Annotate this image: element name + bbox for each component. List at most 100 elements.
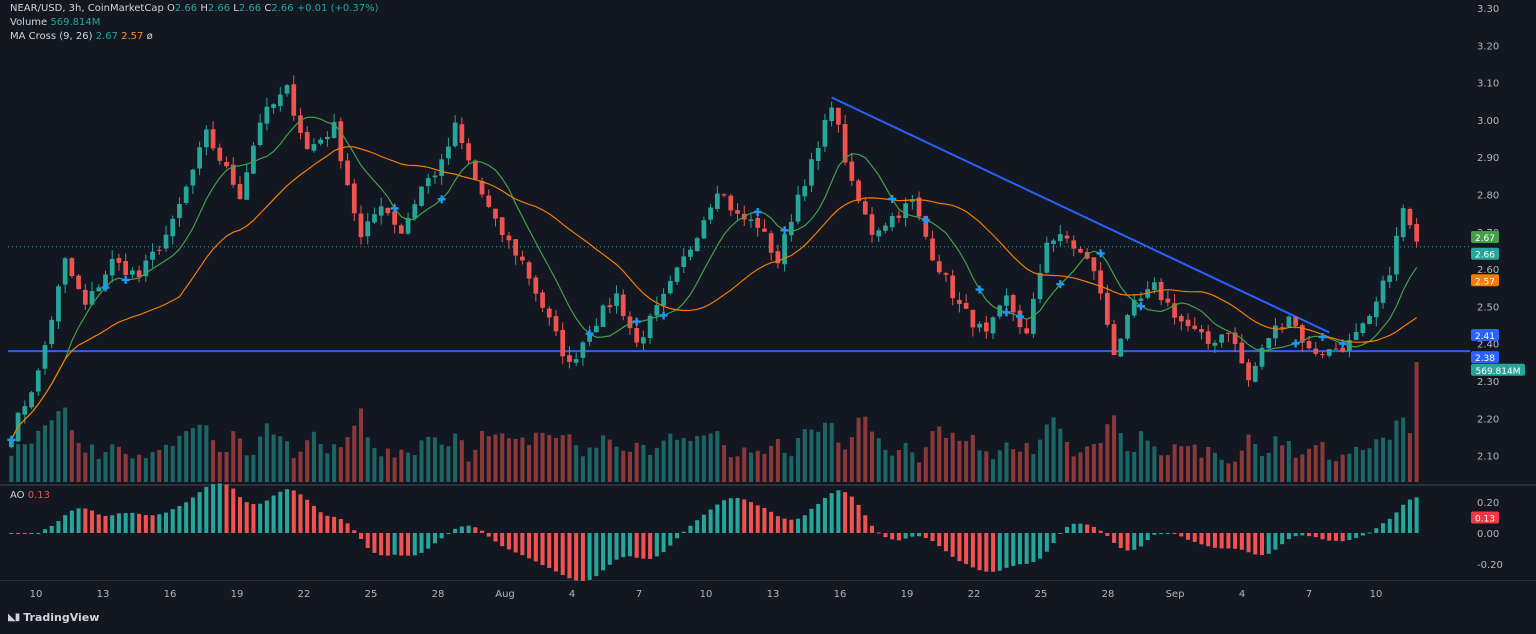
volume-bar	[1017, 451, 1022, 482]
candle-body	[116, 257, 122, 263]
volume-bar	[533, 432, 538, 482]
price-label-badge	[1471, 230, 1499, 243]
ao-bar	[890, 533, 895, 540]
volume-bar	[419, 440, 424, 482]
ao-bar	[580, 533, 585, 581]
candle-body	[627, 316, 633, 329]
volume-bar	[36, 430, 41, 482]
low-value: 2.66	[238, 3, 262, 14]
volume-bar	[634, 442, 639, 482]
ao-bar	[802, 515, 807, 533]
candle-body	[224, 162, 229, 167]
candle-body	[230, 164, 236, 185]
candle-body	[513, 239, 519, 256]
ao-bar	[1394, 512, 1399, 533]
candle-body	[156, 249, 162, 251]
tradingview-icon: ◣▮	[8, 612, 20, 623]
cross-marker	[975, 285, 984, 294]
volume-bar	[446, 446, 451, 482]
volume-bar	[264, 423, 269, 482]
ao-bar	[163, 512, 169, 533]
candle-body	[936, 261, 942, 273]
candle-body	[1293, 316, 1298, 326]
candle-body	[284, 85, 290, 94]
ao-bar	[715, 504, 720, 533]
volume-bar	[1307, 448, 1312, 482]
candle-body	[1044, 242, 1050, 273]
volume-bar	[439, 444, 444, 482]
candle-body	[1326, 349, 1332, 356]
volume-bar	[1367, 448, 1372, 482]
candle-body	[735, 210, 740, 214]
ao-bar	[63, 515, 68, 533]
candle-body	[425, 178, 431, 187]
candle-body	[1212, 342, 1218, 346]
ao-bar	[197, 492, 202, 533]
candle-body	[715, 193, 720, 209]
volume-bar	[708, 433, 713, 482]
ao-bar	[298, 494, 303, 533]
volume-bar	[849, 437, 854, 482]
candle-body	[963, 302, 969, 309]
cross-marker	[632, 317, 641, 326]
volume-bar	[641, 444, 646, 482]
ao-bar	[869, 525, 875, 533]
ao-bar	[876, 532, 881, 534]
candle-body	[1246, 362, 1251, 381]
volume-bar	[500, 433, 505, 482]
ao-bar	[372, 533, 377, 553]
volume-bar	[1266, 452, 1271, 482]
volume-bar	[621, 450, 626, 482]
ao-bar	[943, 533, 948, 552]
ao-bar	[970, 533, 975, 568]
volume-bar	[130, 458, 135, 482]
cross-marker	[753, 207, 762, 216]
cross-marker	[437, 195, 446, 204]
ao-bar	[627, 533, 632, 557]
candle-body	[479, 180, 485, 195]
ao-bar	[506, 533, 511, 550]
ao-bar	[748, 502, 753, 533]
tradingview-logo[interactable]: ◣▮ TradingView	[8, 611, 100, 624]
ao-bar	[654, 533, 659, 557]
ao-bar	[1038, 533, 1043, 559]
candle-body	[708, 207, 713, 220]
time-tick-label: Aug	[495, 589, 515, 600]
ao-bar	[211, 484, 216, 533]
ao-bar	[365, 533, 370, 548]
volume-bar	[1407, 433, 1412, 482]
ao-bar	[1132, 533, 1137, 550]
candle-body	[1051, 240, 1056, 244]
volume-bar	[1286, 441, 1291, 482]
ao-tick-label: 0.00	[1477, 529, 1499, 540]
ao-bar	[930, 533, 935, 542]
candle-body	[42, 345, 48, 369]
price-tick-label: 3.30	[1477, 4, 1499, 15]
volume-bar	[177, 435, 182, 482]
candle-body	[1273, 325, 1278, 339]
volume-bar	[520, 437, 525, 482]
volume-bar	[311, 431, 316, 482]
candle-body	[1057, 234, 1063, 242]
price-chart[interactable]: 3.303.203.103.002.902.802.702.602.502.40…	[0, 0, 1536, 606]
ao-bar	[997, 533, 1002, 571]
ma-cross-markers	[7, 194, 1347, 444]
volume-bar	[701, 435, 706, 482]
ao-bar	[1186, 533, 1191, 540]
candle-body	[1232, 332, 1238, 345]
volume-bar	[1280, 445, 1285, 482]
candle-body	[1165, 298, 1171, 303]
legend-volume: Volume 569.814M	[10, 17, 101, 28]
price-label-text: 2.67	[1475, 234, 1495, 244]
volume-bar	[217, 451, 222, 482]
candle-body	[325, 136, 330, 140]
candle-body	[338, 121, 344, 162]
volume-bar	[345, 437, 350, 482]
volume-bar	[1004, 442, 1009, 482]
volume-bar	[1165, 455, 1170, 482]
candle-body	[836, 107, 841, 125]
ao-bar	[1360, 533, 1365, 536]
ao-bar	[964, 533, 969, 565]
volume-bar	[83, 452, 88, 482]
candle-body	[291, 84, 297, 116]
